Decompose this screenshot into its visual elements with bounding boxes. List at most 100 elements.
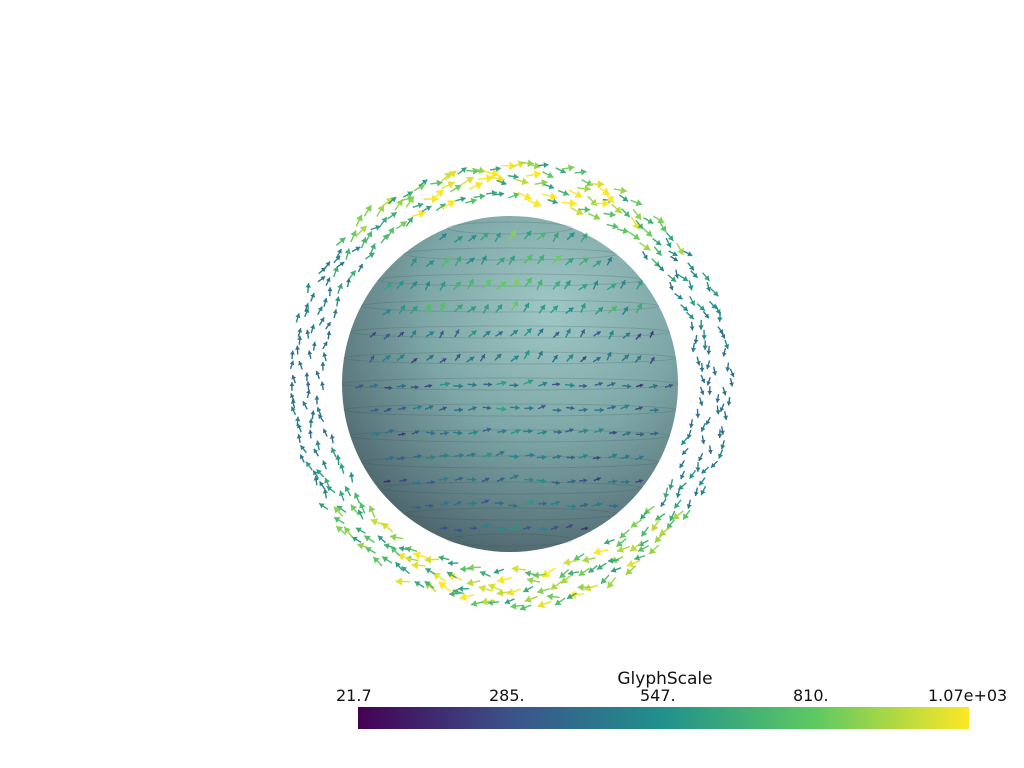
arrow-head bbox=[298, 361, 303, 366]
arrow-head bbox=[291, 375, 297, 380]
arrow-head bbox=[337, 283, 343, 290]
arrow-head bbox=[375, 224, 381, 231]
arrow-head bbox=[678, 484, 684, 490]
arrow-glyphs-front bbox=[355, 229, 674, 533]
arrow-head bbox=[483, 304, 489, 310]
arrow-head bbox=[403, 478, 408, 483]
arrow-head bbox=[634, 212, 642, 220]
arrow-head bbox=[425, 568, 432, 574]
arrow-head bbox=[460, 196, 466, 203]
arrow-head bbox=[358, 263, 363, 269]
arrow-head bbox=[465, 177, 474, 184]
arrow-head bbox=[289, 360, 295, 366]
arrow-head bbox=[699, 390, 705, 395]
arrow-head bbox=[510, 602, 517, 610]
arrow-head bbox=[596, 357, 601, 362]
arrow-head bbox=[693, 339, 699, 344]
arrow-head bbox=[637, 545, 645, 552]
arrow-head bbox=[513, 474, 519, 480]
arrow-head bbox=[568, 164, 575, 172]
arrow-head bbox=[455, 256, 461, 263]
arrow-head bbox=[399, 354, 405, 360]
arrow-head bbox=[692, 272, 698, 278]
arrow-head bbox=[700, 439, 706, 445]
arrow-head bbox=[611, 567, 617, 573]
arrow-head bbox=[623, 210, 630, 217]
arrow-head bbox=[568, 524, 573, 529]
arrow-head bbox=[335, 454, 342, 460]
arrow-head bbox=[385, 355, 391, 361]
arrow-head bbox=[526, 277, 532, 284]
arrow-head bbox=[470, 197, 477, 205]
arrow-head bbox=[689, 423, 694, 428]
arrow-head bbox=[524, 595, 532, 603]
arrow-head bbox=[552, 305, 558, 312]
arrow-head bbox=[484, 523, 490, 529]
arrow-head bbox=[447, 560, 453, 567]
arrow-head bbox=[626, 559, 635, 568]
arrow-head bbox=[442, 406, 447, 411]
arrow-head bbox=[515, 404, 520, 411]
arrow-head bbox=[567, 258, 574, 264]
arrow-head bbox=[296, 434, 302, 439]
arrow-head bbox=[446, 572, 453, 578]
arrow-head bbox=[395, 577, 402, 586]
arrow-head bbox=[411, 561, 419, 570]
arrow-head bbox=[636, 355, 642, 361]
arrow-head bbox=[381, 217, 387, 224]
arrow-head bbox=[454, 329, 460, 335]
arrow-head bbox=[568, 354, 574, 360]
arrow-head bbox=[290, 399, 296, 404]
arrow-head bbox=[563, 558, 571, 566]
arrow-head bbox=[558, 429, 563, 435]
arrow-head bbox=[529, 477, 534, 483]
arrow-head bbox=[725, 367, 731, 372]
arrow-head bbox=[542, 429, 548, 436]
arrow-head bbox=[637, 333, 641, 338]
arrow-head bbox=[554, 281, 561, 287]
arrow-head bbox=[440, 281, 446, 288]
arrow-head bbox=[539, 232, 546, 239]
colorbar-tick: 21.7 bbox=[336, 686, 372, 705]
arrow-head bbox=[652, 383, 658, 389]
arrow-head bbox=[345, 278, 351, 283]
arrow-head bbox=[456, 354, 461, 359]
arrow-head bbox=[567, 569, 574, 577]
arrow-head bbox=[401, 566, 408, 572]
arrow-head bbox=[470, 600, 478, 607]
arrow-head bbox=[366, 231, 373, 238]
arrow-head bbox=[524, 302, 530, 309]
arrow-head bbox=[439, 203, 446, 210]
arrow-head bbox=[335, 255, 341, 261]
arrow-head bbox=[382, 556, 389, 563]
arrow-head bbox=[478, 584, 487, 593]
arrow-head bbox=[557, 407, 562, 413]
arrow-head bbox=[322, 428, 328, 434]
arrow-head bbox=[666, 522, 673, 529]
arrow-head bbox=[486, 427, 492, 433]
arrow-head bbox=[698, 325, 704, 330]
arrow-head bbox=[606, 351, 612, 357]
arrow-head bbox=[649, 547, 657, 555]
arrow-head bbox=[640, 432, 645, 437]
arrow-head bbox=[705, 420, 711, 425]
arrow-head bbox=[596, 455, 601, 461]
arrow-head bbox=[436, 179, 443, 187]
arrow-head bbox=[706, 286, 712, 292]
arrow-head bbox=[330, 447, 337, 454]
arrow-head bbox=[498, 331, 503, 336]
arrow-head bbox=[686, 433, 692, 439]
arrow-head bbox=[417, 453, 422, 459]
arrow-head bbox=[654, 535, 662, 543]
arrow-head bbox=[473, 429, 478, 436]
arrow-head bbox=[512, 300, 519, 307]
arrow-head bbox=[314, 395, 320, 400]
arrow-head bbox=[593, 280, 599, 286]
arrow-head bbox=[614, 206, 622, 214]
arrow-head bbox=[425, 205, 432, 212]
arrow-head bbox=[654, 407, 659, 413]
arrow-head bbox=[651, 523, 659, 532]
arrow-head bbox=[682, 306, 688, 311]
arrow-head bbox=[599, 407, 604, 413]
